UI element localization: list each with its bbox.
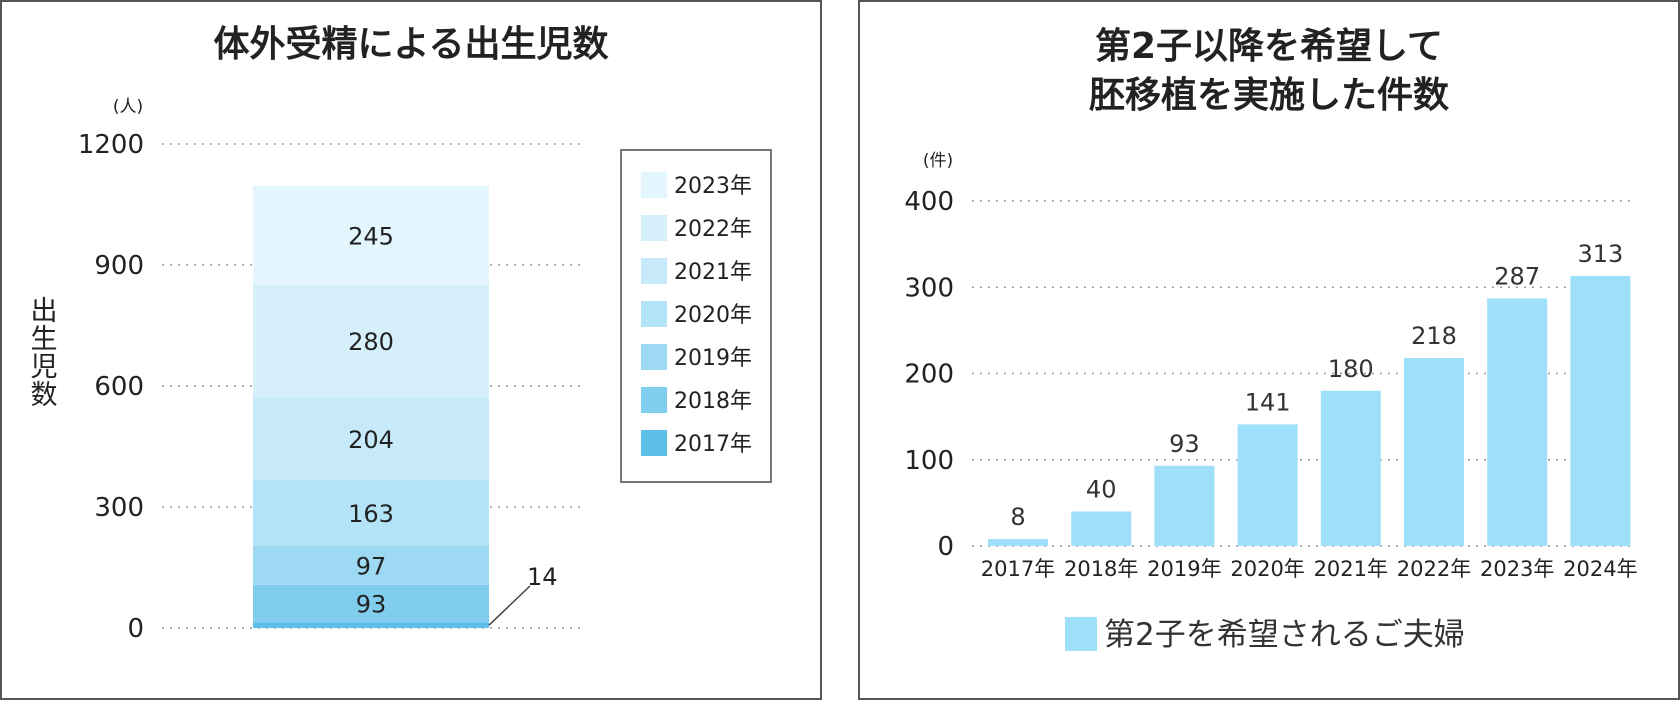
bar-2022年 bbox=[1404, 357, 1464, 546]
bar-2019年 bbox=[1154, 465, 1215, 546]
bar-value-label: 8 bbox=[1010, 503, 1025, 531]
legend-label: 2023年 bbox=[674, 174, 752, 199]
x-tick-label: 2019年 bbox=[1147, 557, 1221, 581]
y-tick-label: 900 bbox=[94, 251, 144, 281]
y-axis-title-char: 児 bbox=[31, 352, 58, 383]
y-axis-title: 出生児数 bbox=[31, 296, 58, 411]
y-tick-label: 0 bbox=[127, 614, 144, 644]
callout-line bbox=[488, 585, 531, 626]
legend-swatch-2021年 bbox=[641, 258, 667, 284]
bar-2017年 bbox=[988, 539, 1048, 546]
bar-2018年 bbox=[1071, 511, 1132, 546]
segment-value-label: 93 bbox=[356, 591, 387, 619]
legend-swatch-2023年 bbox=[641, 172, 667, 198]
bar-2024年 bbox=[1570, 276, 1631, 546]
legend-swatch-2022年 bbox=[641, 215, 667, 241]
legend-swatch-2017年 bbox=[641, 430, 667, 456]
segment-value-label: 204 bbox=[348, 426, 394, 454]
y-tick-label: 400 bbox=[904, 187, 954, 217]
y-tick-label: 300 bbox=[904, 273, 954, 303]
left-chart-panel: 体外受精による出生児数 (人) 0 300 600 900 1200 出生児数 93 97 163 2… bbox=[0, 0, 822, 700]
y-tick-label: 100 bbox=[904, 446, 954, 476]
y-axis-title-char: 数 bbox=[31, 380, 58, 411]
y-tick-label: 200 bbox=[904, 360, 954, 390]
legend-label: 2019年 bbox=[674, 346, 752, 371]
bar-value-label: 141 bbox=[1245, 388, 1291, 416]
bar-2020年 bbox=[1237, 424, 1298, 546]
chart-title-line-2: 胚移植を実施した件数 bbox=[1089, 75, 1449, 116]
x-tick-label: 2021年 bbox=[1314, 557, 1388, 581]
callout-value-label: 14 bbox=[527, 563, 558, 591]
legend-label: 2020年 bbox=[674, 303, 752, 328]
bar-value-label: 93 bbox=[1169, 430, 1200, 458]
bar-value-label: 180 bbox=[1328, 355, 1374, 383]
y-axis-title-char: 出 bbox=[31, 296, 58, 327]
segment-value-label: 245 bbox=[348, 222, 394, 250]
segment-value-label: 97 bbox=[356, 552, 387, 580]
bar-value-label: 287 bbox=[1494, 262, 1540, 290]
legend-swatch-2019年 bbox=[641, 344, 667, 370]
legend-label: 第2子を希望されるご夫婦 bbox=[1104, 617, 1465, 653]
stack-segment-2017年 bbox=[253, 622, 489, 628]
y-tick-label: 1200 bbox=[78, 130, 144, 160]
stack-segment-2023年 bbox=[253, 185, 489, 285]
x-tick-label: 2020年 bbox=[1230, 557, 1304, 581]
bar-value-label: 218 bbox=[1411, 322, 1457, 350]
bar-value-label: 40 bbox=[1086, 476, 1117, 504]
stack-segment-2019年 bbox=[253, 545, 489, 585]
legend-label: 2022年 bbox=[674, 217, 752, 242]
legend-label: 2021年 bbox=[674, 260, 752, 285]
right-chart-panel: 第2子以降を希望して 胚移植を実施した件数 (件) 0 100 200 300 400 8 201… bbox=[858, 0, 1680, 700]
bar-2021年 bbox=[1320, 390, 1381, 546]
chart-title-line-1: 第2子以降を希望して bbox=[1095, 26, 1443, 67]
x-tick-label: 2017年 bbox=[981, 557, 1055, 581]
segment-value-label: 280 bbox=[348, 328, 394, 356]
chart-title: 体外受精による出生児数 bbox=[214, 24, 609, 65]
y-tick-label: 300 bbox=[94, 493, 144, 523]
segment-value-label: 163 bbox=[348, 500, 394, 528]
x-tick-label: 2023年 bbox=[1480, 557, 1554, 581]
legend-swatch-2018年 bbox=[641, 387, 667, 413]
stack-segment-2018年 bbox=[253, 584, 489, 623]
legend-label: 2018年 bbox=[674, 389, 752, 414]
y-tick-label: 0 bbox=[937, 532, 954, 562]
x-tick-label: 2024年 bbox=[1563, 557, 1637, 581]
legend-label: 2017年 bbox=[674, 432, 752, 457]
stack-segment-2021年 bbox=[253, 397, 489, 480]
y-unit-label: (人) bbox=[113, 97, 143, 117]
legend-swatch-2020年 bbox=[641, 301, 667, 327]
x-tick-label: 2018年 bbox=[1064, 557, 1138, 581]
stack-segment-2022年 bbox=[253, 284, 489, 398]
y-axis-title-char: 生 bbox=[31, 324, 58, 355]
stacked-bar-chart: 体外受精による出生児数 (人) 0 300 600 900 1200 出生児数 93 97 163 2… bbox=[31, 24, 772, 644]
bar-2023年 bbox=[1487, 298, 1548, 546]
stack-segment-2020年 bbox=[253, 479, 489, 546]
y-unit-label: (件) bbox=[923, 151, 953, 171]
bar-value-label: 313 bbox=[1577, 240, 1623, 268]
legend-swatch bbox=[1065, 617, 1097, 651]
y-tick-label: 600 bbox=[94, 372, 144, 402]
x-tick-label: 2022年 bbox=[1397, 557, 1471, 581]
